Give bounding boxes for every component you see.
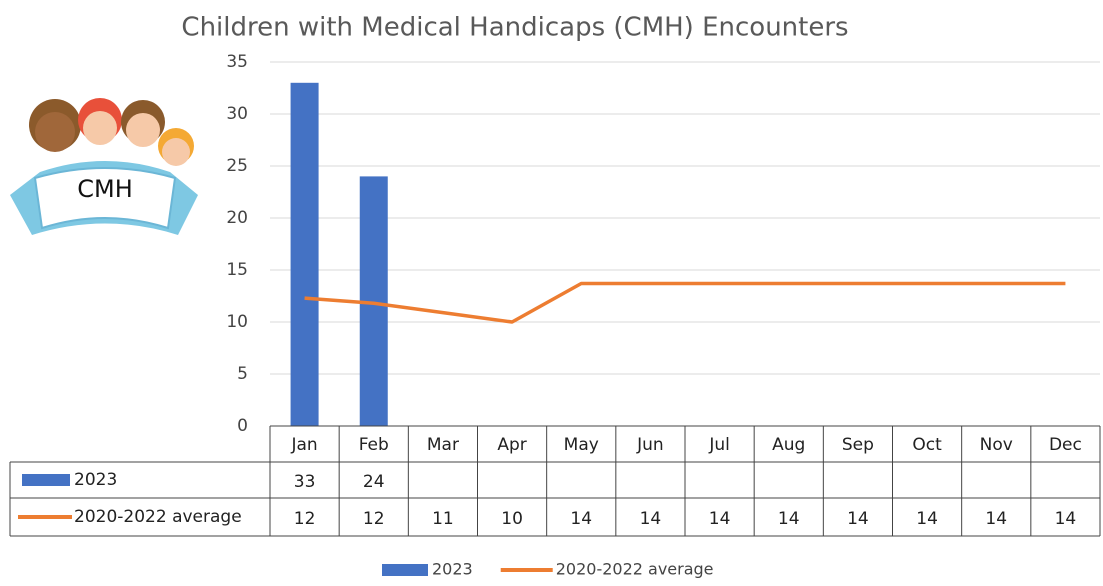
table-cell: 33 [294,472,316,492]
x-tick-label: Apr [497,435,526,455]
y-tick-label: 25 [226,156,248,176]
x-tick-label: Jul [708,435,730,455]
y-tick-label: 15 [226,260,248,280]
y-tick-label: 0 [237,416,248,436]
x-tick-label: Mar [427,435,459,455]
table-legend-key [22,474,70,486]
table-row-label: 2020-2022 average [74,507,242,527]
y-tick-label: 35 [226,52,248,72]
legend-key [382,564,428,576]
table-cell: 14 [778,509,800,529]
table-cell: 24 [363,472,385,492]
table-cell: 14 [916,509,938,529]
table-cell: 12 [294,509,316,529]
x-tick-label: Feb [359,435,389,455]
logo-text: CMH [77,175,133,203]
chart-title: Children with Medical Handicaps (CMH) En… [181,13,848,43]
table-cell: 14 [985,509,1007,529]
bar [290,82,319,427]
x-tick-label: Nov [980,435,1013,455]
table-cell: 14 [709,509,731,529]
table-cell: 14 [847,509,869,529]
y-tick-label: 5 [237,364,248,384]
table-cell: 14 [570,509,592,529]
table-cell: 11 [432,509,454,529]
x-tick-label: Dec [1049,435,1082,455]
y-tick-label: 10 [226,312,248,332]
logo: CMH [10,98,198,235]
x-tick-label: Oct [912,435,942,455]
y-tick-label: 30 [226,104,248,124]
x-tick-label: May [564,435,599,455]
table-cell: 14 [640,509,662,529]
y-tick-label: 20 [226,208,248,228]
x-tick-label: Jan [290,435,317,455]
legend-label: 2020-2022 average [556,560,714,579]
x-tick-label: Sep [842,435,874,455]
legend-label: 2023 [432,560,473,579]
x-tick-label: Aug [772,435,805,455]
table-cell: 14 [1055,509,1077,529]
table-cell: 10 [501,509,523,529]
table-cell: 12 [363,509,385,529]
x-tick-label: Jun [636,435,664,455]
table-row-label: 2023 [74,470,117,490]
line [304,281,1066,324]
